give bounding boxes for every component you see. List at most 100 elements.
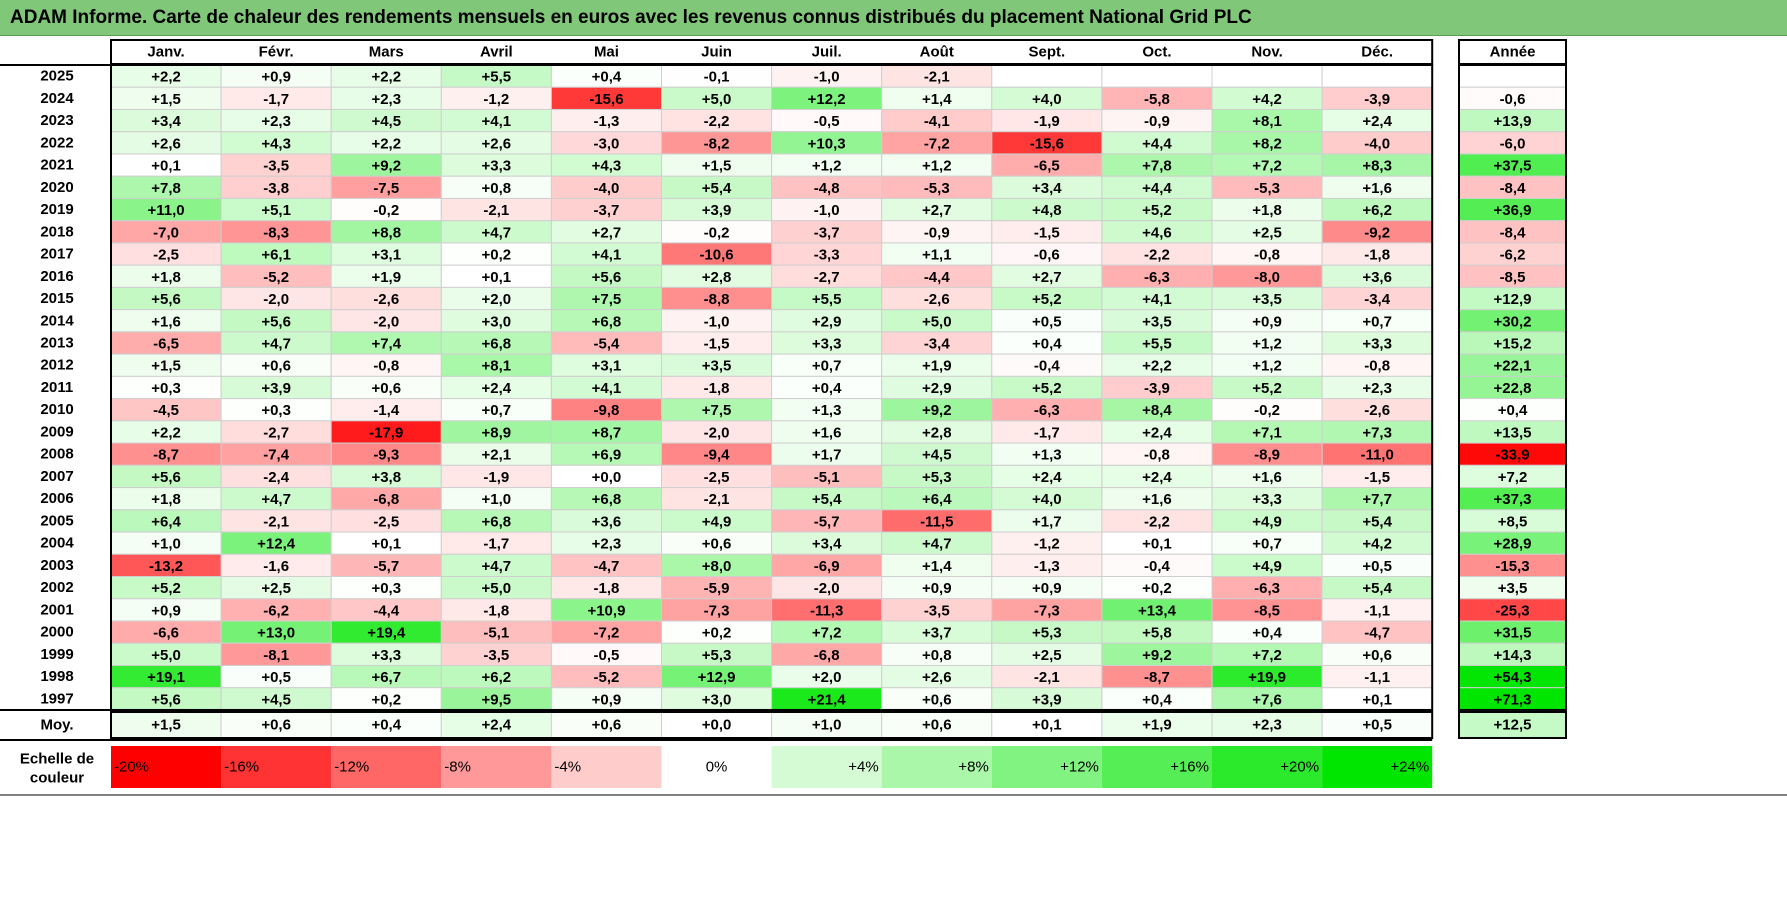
cell-value: +3,3: [1362, 336, 1392, 353]
cell-value: -4,7: [594, 558, 620, 575]
header-frame: [110, 39, 1434, 65]
scale-step-label: +4%: [848, 759, 878, 776]
cell-value: +8,0: [702, 558, 732, 575]
cell-value: -2,5: [153, 247, 179, 264]
cell-value: +8,2: [1252, 135, 1282, 152]
cell-value: -5,1: [483, 625, 509, 642]
cell-value: -3,5: [924, 602, 950, 619]
row-year-2023: 2023: [40, 112, 73, 129]
cell-value: +3,8: [371, 469, 401, 486]
cell-value: +1,7: [1032, 513, 1062, 530]
cell-value: +2,3: [1362, 380, 1392, 397]
annual-value: +13,5: [1494, 424, 1532, 441]
annual-value: +37,3: [1494, 491, 1532, 508]
cell: [1211, 64, 1323, 88]
cell-value: -1,9: [1034, 113, 1060, 130]
cell-value: -2,2: [1144, 513, 1170, 530]
cell-value: -8,1: [263, 647, 289, 664]
column-header-0: Janv.: [147, 44, 184, 61]
cell-value: -15,6: [1030, 135, 1064, 152]
row-year-1999: 1999: [40, 646, 73, 663]
cell-value: +8,1: [482, 358, 512, 375]
cell-value: -11,0: [1360, 447, 1393, 464]
cell: [1321, 64, 1433, 88]
cell-value: +12,9: [698, 669, 736, 686]
annual-value: +22,8: [1494, 380, 1532, 397]
row-year-2016: 2016: [40, 268, 73, 285]
cell-value: +4,1: [592, 247, 622, 264]
cell-value: -6,8: [814, 647, 840, 664]
cell-value: +4,9: [1252, 558, 1282, 575]
average-annual-cell: [1458, 711, 1567, 739]
annual-value: -8,5: [1500, 269, 1526, 286]
cell-value: -6,2: [263, 602, 289, 619]
cell-value: -5,7: [814, 513, 840, 530]
cell-value: +6,1: [261, 247, 291, 264]
cell-value: +13,0: [257, 625, 295, 642]
cell-value: +1,5: [702, 158, 732, 175]
cell-value: +1,6: [1362, 180, 1392, 197]
cell-value: -3,4: [1364, 291, 1391, 308]
cell-value: -3,9: [1144, 380, 1170, 397]
cell-value: +0,6: [922, 691, 952, 708]
cell-value: +7,3: [1362, 424, 1392, 441]
cell-value: +5,2: [1032, 380, 1062, 397]
cell-value: -11,5: [920, 513, 953, 530]
row-year-2019: 2019: [40, 201, 73, 218]
cell-value: +5,3: [922, 469, 952, 486]
cell-value: -10,6: [699, 247, 733, 264]
row-year-2017: 2017: [40, 246, 73, 263]
annual-value: +13,9: [1494, 113, 1532, 130]
cell-value: -8,5: [1254, 602, 1280, 619]
cell-value: +3,3: [1252, 491, 1282, 508]
cell-value: +0,3: [151, 380, 181, 397]
cell-value: +1,2: [1252, 358, 1282, 375]
cell-value: -4,4: [924, 269, 951, 286]
annual-value: +54,3: [1494, 669, 1532, 686]
cell-value: -2,5: [373, 513, 399, 530]
annual-value: -6,2: [1500, 247, 1526, 264]
column-header-7: Août: [920, 44, 954, 61]
average-label: Moy.: [40, 717, 73, 734]
annual-value: +37,5: [1494, 158, 1532, 175]
cell-value: +0,2: [702, 625, 732, 642]
annual-cell: [1458, 64, 1567, 88]
cell-value: -5,3: [924, 180, 950, 197]
scale-swatch: [881, 746, 992, 788]
row-year-1997: 1997: [40, 690, 73, 707]
cell-value: -5,8: [1144, 91, 1170, 108]
cell-value: +7,8: [1142, 158, 1172, 175]
cell-value: -0,9: [924, 224, 950, 241]
cell-value: -6,3: [1254, 580, 1280, 597]
cell-value: -1,0: [814, 202, 840, 219]
cell-value: +4,5: [922, 447, 952, 464]
cell-value: -17,9: [369, 424, 403, 441]
cell-value: +6,8: [482, 336, 512, 353]
cell-value: +2,9: [922, 380, 952, 397]
cell-value: -3,4: [924, 336, 951, 353]
cell-value: +5,4: [812, 491, 842, 508]
cell-value: -8,7: [1144, 669, 1170, 686]
cell-value: +0,8: [922, 647, 952, 664]
row-year-2009: 2009: [40, 423, 73, 440]
cell-value: +2,3: [261, 113, 291, 130]
cell-value: +0,5: [261, 669, 291, 686]
cell-value: +1,9: [922, 358, 952, 375]
cell-value: +9,2: [371, 158, 401, 175]
cell-value: +2,0: [812, 669, 842, 686]
cell-value: -5,2: [594, 669, 620, 686]
cell-value: +2,8: [702, 269, 732, 286]
annual-value: -0,6: [1500, 91, 1526, 108]
cell-value: +3,4: [812, 536, 842, 553]
cell-value: -0,8: [1254, 247, 1280, 264]
scale-swatch: [551, 746, 662, 788]
cell-value: -1,6: [263, 558, 289, 575]
cell-value: +2,5: [1252, 224, 1282, 241]
cell-value: +2,3: [592, 536, 622, 553]
cell-value: -8,3: [263, 224, 289, 241]
cell-value: -9,4: [704, 447, 731, 464]
cell-value: -2,0: [373, 313, 399, 330]
cell-value: +2,6: [482, 135, 512, 152]
average-value: +2,3: [1252, 717, 1282, 734]
cell-value: +5,4: [1362, 513, 1392, 530]
